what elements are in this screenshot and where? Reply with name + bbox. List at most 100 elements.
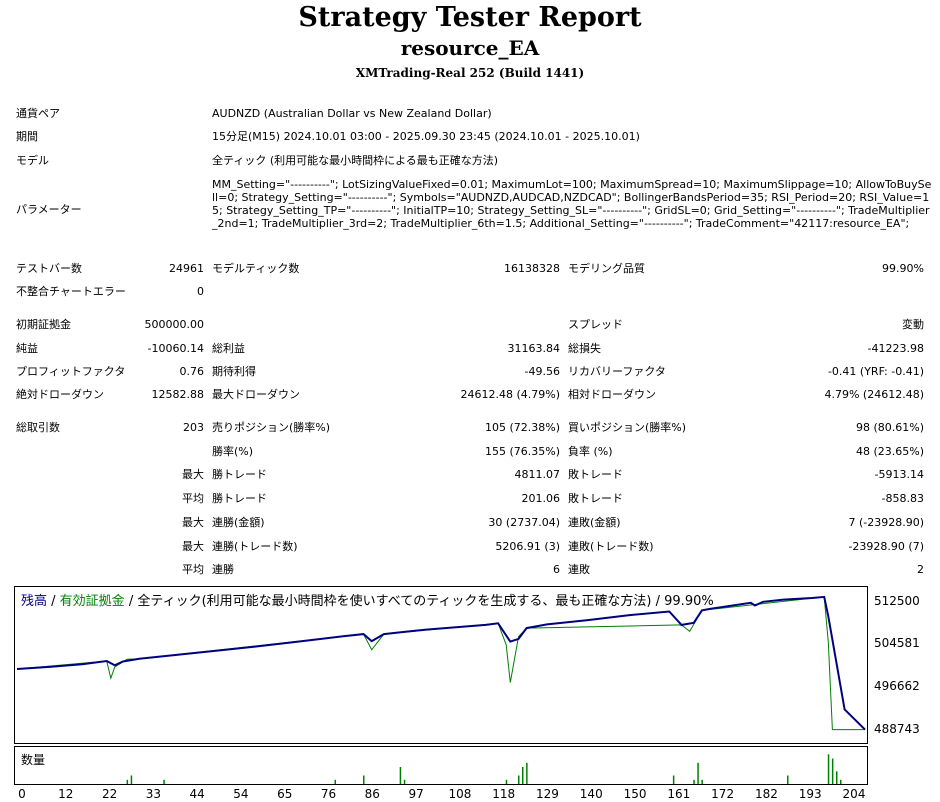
recovery-value: -0.41 (YRF: -0.41): [827, 365, 924, 378]
cons-loss-trades-value: -23928.90 (7): [848, 540, 924, 553]
volume-bar: [840, 779, 842, 784]
winrate-label: 勝率(%): [212, 445, 254, 458]
largest-win-value: 4811.07: [514, 468, 561, 481]
y-tick-label: 488743: [874, 721, 920, 736]
avg-cons-win-label: 連勝: [212, 563, 234, 576]
grossloss-label: 総損失: [568, 342, 601, 355]
model-label: モデル: [16, 154, 49, 167]
avg-loss-value: -858.83: [881, 492, 924, 505]
volume-bar: [163, 779, 165, 784]
volume-bar: [693, 779, 695, 784]
max-label: 最大: [182, 540, 204, 553]
cons-loss-amt-label: 連敗(金額): [568, 516, 621, 529]
maxdd-value: 24612.48 (4.79%): [460, 388, 560, 401]
x-tick-label: 76: [320, 787, 337, 801]
y-tick-label: 504581: [874, 636, 920, 651]
bars-value: 24961: [169, 262, 204, 275]
legend-balance: 残高: [21, 594, 48, 609]
cons-win-trades-value: 5206.91 (3): [495, 540, 560, 553]
x-tick-label: 172: [711, 787, 735, 801]
x-tick-label: 140: [579, 787, 603, 801]
volume-bar: [399, 767, 402, 784]
max-label: 最大: [182, 516, 204, 529]
avg-label: 平均: [182, 492, 204, 505]
x-tick-label: 86: [364, 787, 380, 801]
short-label: 売りポジション(勝率%): [212, 421, 331, 434]
x-tick-label: 0: [18, 787, 26, 801]
equity-line: [16, 596, 865, 731]
volume-chart: 数量: [14, 746, 868, 785]
volume-bar: [836, 771, 838, 784]
deposit-value: 500000.00: [144, 318, 205, 331]
recovery-label: リカバリーファクタ: [568, 365, 666, 378]
expected-label: 期待利得: [212, 365, 256, 378]
long-value: 98 (80.61%): [855, 421, 924, 434]
cons-loss-amt-value: 7 (-23928.90): [848, 516, 924, 529]
spread-label: スプレッド: [568, 318, 623, 331]
avg-cons-loss-label: 連敗: [568, 563, 590, 576]
volume-label: 数量: [21, 753, 46, 767]
trades-label: 総取引数: [16, 421, 60, 434]
cons-win-amt-label: 連勝(金額): [212, 516, 265, 529]
absdd-label: 絶対ドローダウン: [16, 388, 104, 401]
avg-loss-label: 敗トレード: [568, 492, 623, 505]
lossrate-value: 48 (23.65%): [855, 445, 924, 458]
x-tick-label: 33: [145, 787, 161, 801]
x-tick-label: 204: [842, 787, 866, 801]
x-tick-label: 150: [623, 787, 647, 801]
largest-loss-label: 敗トレード: [568, 468, 623, 481]
avg-win-label: 勝トレード: [212, 492, 267, 505]
x-tick-label: 54: [233, 787, 249, 801]
volume-bar: [697, 762, 699, 784]
x-tick-label: 193: [798, 787, 822, 801]
volume-bar: [518, 775, 520, 784]
largest-loss-value: -5913.14: [874, 468, 924, 481]
report-title: Strategy Tester Report: [298, 2, 642, 33]
volume-bar: [672, 775, 675, 784]
ea-name: resource_EA: [400, 36, 540, 60]
x-tick-label: 182: [754, 787, 778, 801]
legend-separator: /: [47, 594, 60, 609]
params-value: MM_Setting="----------"; LotSizingValueF…: [212, 178, 932, 230]
balance-line: [16, 595, 866, 731]
maxdd-label: 最大ドローダウン: [212, 388, 300, 401]
reldd-value: 4.79% (24612.48): [824, 388, 924, 401]
x-tick-label: 118: [492, 787, 516, 801]
x-tick-label: 22: [101, 787, 118, 801]
long-label: 買いポジション(勝率%): [568, 421, 687, 434]
mismatch-label: 不整合チャートエラー: [16, 285, 126, 298]
winrate-value: 155 (76.35%): [484, 445, 560, 458]
x-tick-label: 108: [448, 787, 472, 801]
max-label: 最大: [182, 468, 204, 481]
mismatch-value: 0: [197, 285, 204, 298]
lossrate-label: 負率 (%): [568, 445, 613, 458]
grossprofit-value: 31163.84: [507, 342, 561, 355]
chart-header: 残高 / 有効証拠金 / 全ティック(利用可能な最小時間枠を使いすべてのティック…: [21, 590, 714, 609]
volume-bar: [505, 779, 508, 784]
cons-loss-trades-label: 連敗(トレード数): [568, 540, 654, 553]
short-value: 105 (72.38%): [484, 421, 560, 434]
y-tick-label: 496662: [874, 679, 920, 693]
grossloss-value: -41223.98: [867, 342, 924, 355]
ticks-label: モデルティック数: [212, 262, 300, 275]
largest-win-label: 勝トレード: [212, 468, 267, 481]
symbol-value: AUDNZD (Australian Dollar vs New Zealand…: [212, 107, 492, 120]
bars-label: テストバー数: [16, 262, 82, 275]
ticks-value: 16138328: [504, 262, 560, 275]
volume-bar: [831, 758, 834, 784]
spread-value: 変動: [902, 318, 924, 331]
grossprofit-label: 総利益: [212, 342, 245, 355]
model-value: 全ティック (利用可能な最小時間枠による最も正確な方法): [212, 154, 499, 167]
volume-bar: [363, 775, 365, 784]
server-build: XMTrading-Real 252 (Build 1441): [355, 66, 585, 80]
x-tick-label: 65: [277, 787, 293, 801]
balance-chart: 残高 / 有効証拠金 / 全ティック(利用可能な最小時間枠を使いすべてのティック…: [14, 586, 868, 744]
volume-bar: [334, 779, 336, 784]
legend-separator: /: [124, 594, 138, 609]
volume-bar: [403, 779, 406, 784]
avg-cons-loss-value: 2: [917, 563, 924, 576]
volume-bar: [130, 775, 133, 784]
reldd-label: 相対ドローダウン: [568, 388, 656, 401]
volume-bar: [827, 754, 830, 784]
period-label: 期間: [16, 130, 38, 143]
